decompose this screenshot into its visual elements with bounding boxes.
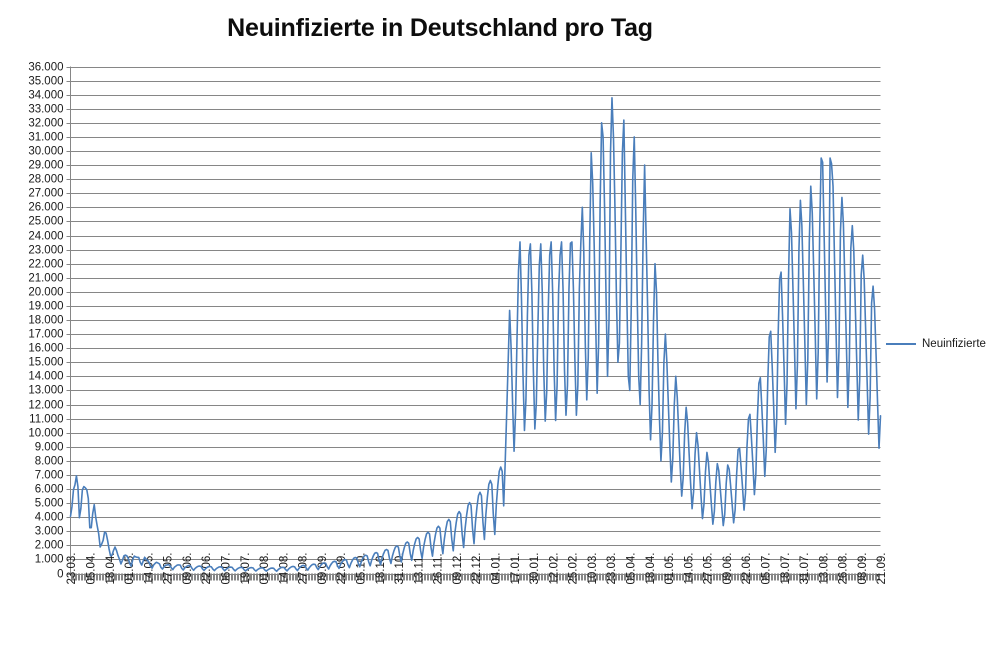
x-tick-label: 05.04. xyxy=(86,553,98,585)
x-axis-tick-marks xyxy=(71,573,880,581)
x-tick-label: 05.07. xyxy=(761,553,773,585)
x-tick-label: 10.03. xyxy=(587,553,599,585)
x-tick-label: 27.05. xyxy=(703,553,715,585)
y-tick-label: 12.000 xyxy=(28,400,63,412)
x-tick-label: 18.04. xyxy=(645,553,657,585)
x-tick-label: 05.10. xyxy=(356,553,368,585)
y-tick-label: 4.000 xyxy=(35,512,64,524)
y-axis-tick-labels: 0 1.000 2.000 3.000 4.000 5.000 6.000 7.000 8.00… xyxy=(28,62,63,581)
y-tick-label: 21.000 xyxy=(28,273,63,285)
y-tick-label: 23.000 xyxy=(28,245,63,257)
x-tick-label: 30.01. xyxy=(529,553,541,585)
y-tick-label: 11.000 xyxy=(29,414,63,426)
y-tick-label: 25.000 xyxy=(28,216,63,228)
x-tick-label: 25.02. xyxy=(568,553,580,585)
x-tick-label: 13.11. xyxy=(413,553,425,584)
y-tick-label: 20.000 xyxy=(28,287,63,299)
x-tick-label: 22.06. xyxy=(201,553,213,585)
y-tick-label: 26.000 xyxy=(28,202,63,214)
x-tick-label: 17.01. xyxy=(510,553,522,585)
y-tick-label: 33.000 xyxy=(28,104,63,116)
x-tick-label: 27.08. xyxy=(298,553,310,585)
legend-label: Neuinfizierte xyxy=(922,338,986,350)
gridlines xyxy=(66,66,881,575)
x-tick-label: 04.01. xyxy=(491,553,503,585)
y-tick-label: 22.000 xyxy=(28,259,63,271)
x-tick-label: 22.09. xyxy=(336,553,348,585)
x-tick-label: 31.10. xyxy=(394,553,406,585)
x-tick-label: 23.03. xyxy=(606,553,618,585)
y-tick-label: 16.000 xyxy=(28,343,63,355)
x-tick-label: 05.04. xyxy=(626,553,638,585)
chart-legend: Neuinfizierte xyxy=(886,338,986,350)
x-tick-label: 14.05. xyxy=(683,553,695,585)
x-tick-label: 18.07. xyxy=(780,553,792,585)
y-tick-label: 2.000 xyxy=(35,540,64,552)
y-tick-label: 17.000 xyxy=(28,329,63,341)
y-tick-label: 6.000 xyxy=(35,484,64,496)
y-tick-label: 15.000 xyxy=(28,357,63,369)
x-tick-label: 22.06. xyxy=(741,553,753,585)
y-tick-label: 10.000 xyxy=(28,428,63,440)
x-tick-label: 13.08. xyxy=(818,553,830,585)
x-tick-label: 31.07. xyxy=(799,553,811,585)
legend-line-swatch xyxy=(886,343,916,345)
y-tick-label: 7.000 xyxy=(35,470,64,482)
x-tick-label: 09.09. xyxy=(317,553,329,585)
x-tick-label: 01.08. xyxy=(259,553,271,585)
y-tick-label: 30.000 xyxy=(28,146,63,158)
y-tick-label: 32.000 xyxy=(28,118,63,130)
y-tick-label: 13.000 xyxy=(28,385,63,397)
y-tick-label: 31.000 xyxy=(28,132,63,144)
data-series-neuinfizierte xyxy=(69,97,882,573)
x-tick-label: 26.08. xyxy=(838,553,850,585)
y-tick-label: 35.000 xyxy=(28,76,63,88)
y-tick-label: 27.000 xyxy=(28,188,63,200)
y-tick-label: 8.000 xyxy=(35,456,64,468)
y-tick-label: 24.000 xyxy=(28,231,63,243)
x-axis-tick-labels: 23.03. 05.04. 18.04. 01.05. 14.05. 27.05. 09.0… xyxy=(66,553,888,585)
x-tick-label: 21.09. xyxy=(876,553,888,585)
y-tick-label: 14.000 xyxy=(28,371,63,383)
x-tick-label: 08.09. xyxy=(857,553,869,585)
x-tick-label: 01.05. xyxy=(664,553,676,585)
chart-title: Neuinfizierte in Deutschland pro Tag xyxy=(227,14,653,42)
y-tick-label: 3.000 xyxy=(35,526,64,538)
x-tick-label: 26.11. xyxy=(433,553,445,584)
x-tick-label: 12.02. xyxy=(548,553,560,585)
x-tick-label: 22.12. xyxy=(471,553,483,585)
x-tick-label: 09.06. xyxy=(722,553,734,585)
y-tick-label: 5.000 xyxy=(35,498,64,510)
y-tick-label: 28.000 xyxy=(28,174,63,186)
x-tick-label: 23.03. xyxy=(66,553,78,585)
y-tick-label: 29.000 xyxy=(28,160,63,172)
y-tick-label: 34.000 xyxy=(28,90,63,102)
y-tick-label: 9.000 xyxy=(35,442,64,454)
x-tick-label: 18.10. xyxy=(375,553,387,585)
x-tick-label: 27.05. xyxy=(163,553,175,585)
y-tick-label: 0 xyxy=(57,569,63,581)
y-tick-label: 19.000 xyxy=(28,301,63,313)
y-tick-label: 36.000 xyxy=(28,62,63,74)
x-tick-label: 18.04. xyxy=(105,553,117,585)
y-tick-label: 1.000 xyxy=(35,554,64,566)
x-tick-label: 09.12. xyxy=(452,553,464,585)
x-tick-label: 19.07. xyxy=(240,553,252,585)
x-tick-label: 09.06. xyxy=(182,553,194,585)
series-line-neuinfizierte xyxy=(69,97,882,573)
x-tick-label: 14.05. xyxy=(143,553,155,585)
y-tick-label: 18.000 xyxy=(28,315,63,327)
